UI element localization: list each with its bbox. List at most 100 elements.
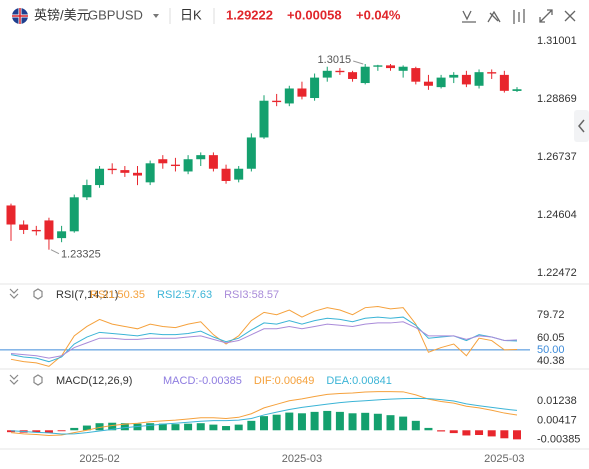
high-annotation: 1.3015 xyxy=(318,54,352,66)
candle-body xyxy=(234,168,244,180)
histogram-bar xyxy=(82,425,91,431)
indicator-line xyxy=(10,321,518,359)
candle-body xyxy=(107,168,117,171)
candle-body xyxy=(411,68,421,82)
y-tick-label: -0.00385 xyxy=(537,433,580,445)
candle-body xyxy=(196,155,206,160)
candle-body xyxy=(208,155,218,169)
period[interactable]: 日K xyxy=(180,7,202,22)
candle-body xyxy=(82,185,92,198)
legend-entry: RSI3:58.57 xyxy=(224,289,279,301)
draw-tool-icon[interactable] xyxy=(462,10,476,23)
candle-body xyxy=(31,229,41,232)
settings-icon[interactable] xyxy=(33,374,43,386)
histogram-bar xyxy=(323,410,332,431)
candle-body xyxy=(335,70,345,73)
histogram-bar xyxy=(260,416,268,431)
candle-body xyxy=(170,164,180,167)
histogram-bar xyxy=(475,430,484,435)
histogram-bar xyxy=(462,430,471,436)
candle-body xyxy=(360,66,370,84)
x-tick-label: 2025-03 xyxy=(484,453,524,465)
candle-body xyxy=(69,197,79,232)
candle-type-icon[interactable] xyxy=(513,9,525,24)
histogram-bar xyxy=(310,411,319,431)
histogram-bar xyxy=(44,430,53,433)
candle-body xyxy=(322,70,332,78)
y-tick-label: 1.22472 xyxy=(537,267,577,279)
low-annotation: 1.23325 xyxy=(61,249,101,261)
candle-body xyxy=(246,137,256,169)
histogram-bar xyxy=(184,423,193,431)
y-tick-label: 1.24604 xyxy=(537,209,577,221)
annotation-leader xyxy=(353,60,364,65)
indicator-line xyxy=(10,306,518,367)
y-tick-label: 60.05 xyxy=(537,332,565,344)
histogram-bar xyxy=(196,423,205,431)
histogram-bar xyxy=(399,416,408,431)
annotation-leader xyxy=(50,249,60,255)
candle-body xyxy=(158,159,168,164)
x-tick-label: 2025-02 xyxy=(79,453,119,465)
fullscreen-icon[interactable] xyxy=(539,9,553,23)
histogram-bar xyxy=(449,430,458,434)
histogram-bar xyxy=(108,422,117,431)
pair-name[interactable]: 英镑/美元 xyxy=(34,7,90,22)
histogram-bar xyxy=(513,430,521,440)
close-icon[interactable] xyxy=(564,10,576,22)
dropdown-caret[interactable] xyxy=(153,14,159,18)
price-change: +0.00058 xyxy=(287,7,342,22)
legend-entry: DEA:0.00841 xyxy=(326,375,391,387)
collapse-icon[interactable] xyxy=(9,288,19,299)
y-tick-label: 1.26737 xyxy=(537,151,577,163)
histogram-bar xyxy=(437,430,446,432)
y-tick-label: 1.28869 xyxy=(537,93,577,105)
candle-body xyxy=(259,100,269,138)
histogram-bar xyxy=(373,413,382,431)
candle-body xyxy=(373,65,383,67)
symbol[interactable]: GBPUSD xyxy=(88,7,143,22)
indicator-line xyxy=(10,397,518,435)
indicator-icon[interactable] xyxy=(487,10,501,23)
histogram-bar xyxy=(272,414,281,431)
y-tick-label: 40.38 xyxy=(537,355,565,367)
histogram-bar xyxy=(285,412,294,431)
histogram-bar xyxy=(424,427,433,431)
y-tick-label: 0.01238 xyxy=(537,395,577,407)
candle-body xyxy=(499,74,509,91)
legend-entry: DIF:0.00649 xyxy=(254,375,315,387)
y-tick-label: 50.00 xyxy=(537,344,565,356)
histogram-bar xyxy=(95,423,104,431)
indicator-title: MACD(12,26,9) xyxy=(56,375,132,387)
candle-body xyxy=(284,88,294,104)
candle-body xyxy=(133,172,142,176)
legend-entry: RSI1:50.35 xyxy=(90,289,145,301)
candle-body xyxy=(145,163,155,183)
candle-body xyxy=(386,65,395,69)
candle-body xyxy=(221,168,231,181)
legend-entry: MACD:-0.00385 xyxy=(163,375,242,387)
collapse-icon[interactable] xyxy=(9,374,19,385)
flag-icon xyxy=(12,8,28,24)
candle-body xyxy=(19,224,29,230)
settings-icon[interactable] xyxy=(33,288,43,300)
candle-body xyxy=(57,231,67,239)
candle-body xyxy=(348,72,358,79)
candle-body xyxy=(95,168,105,186)
side-panel-toggle[interactable] xyxy=(574,110,589,142)
candle-body xyxy=(44,220,54,240)
histogram-bar xyxy=(361,412,370,431)
histogram-bar xyxy=(209,424,218,431)
histogram-bar xyxy=(57,430,66,432)
candle-body xyxy=(310,77,320,99)
histogram-bar xyxy=(411,420,420,431)
candle-body xyxy=(398,66,408,71)
y-tick-label: 0.00417 xyxy=(537,414,577,426)
candle-body xyxy=(272,100,282,103)
histogram-bar xyxy=(348,413,357,431)
candle-body xyxy=(474,72,484,86)
candle-body xyxy=(120,170,130,173)
candle-body xyxy=(449,74,459,78)
